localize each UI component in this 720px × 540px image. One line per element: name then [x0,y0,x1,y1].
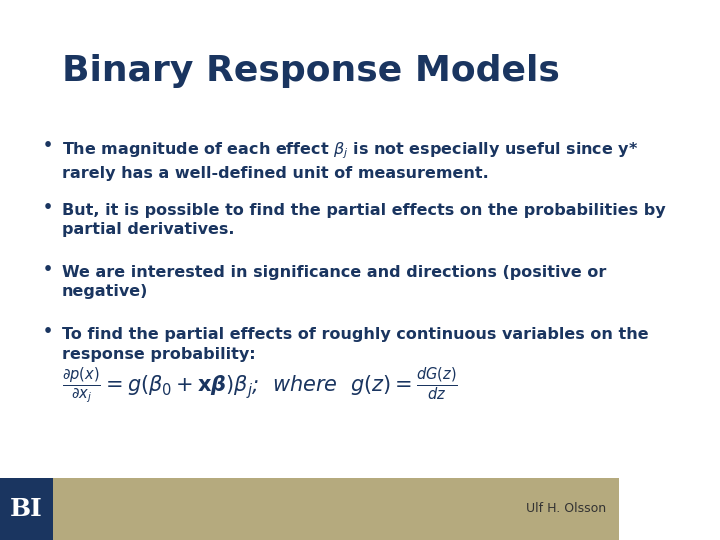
Text: •: • [42,262,53,277]
Text: Ulf H. Olsson: Ulf H. Olsson [526,502,606,516]
Text: $\frac{\partial p(x)}{\partial x_j} = g(\beta_0 + \mathbf{x}\boldsymbol{\beta})\: $\frac{\partial p(x)}{\partial x_j} = g(… [62,366,458,406]
FancyBboxPatch shape [0,478,53,540]
Text: But, it is possible to find the partial effects on the probabilities by
partial : But, it is possible to find the partial … [62,202,665,237]
Text: •: • [42,200,53,215]
Text: To find the partial effects of roughly continuous variables on the
response prob: To find the partial effects of roughly c… [62,327,649,361]
FancyBboxPatch shape [0,478,618,540]
Text: •: • [42,138,53,153]
Text: •: • [42,324,53,339]
Text: The magnitude of each effect $\beta_j$ is not especially useful since y*
rarely : The magnitude of each effect $\beta_j$ i… [62,140,638,181]
Text: BI: BI [10,497,42,521]
Text: Binary Response Models: Binary Response Models [62,54,559,88]
Text: We are interested in significance and directions (positive or
negative): We are interested in significance and di… [62,265,606,299]
